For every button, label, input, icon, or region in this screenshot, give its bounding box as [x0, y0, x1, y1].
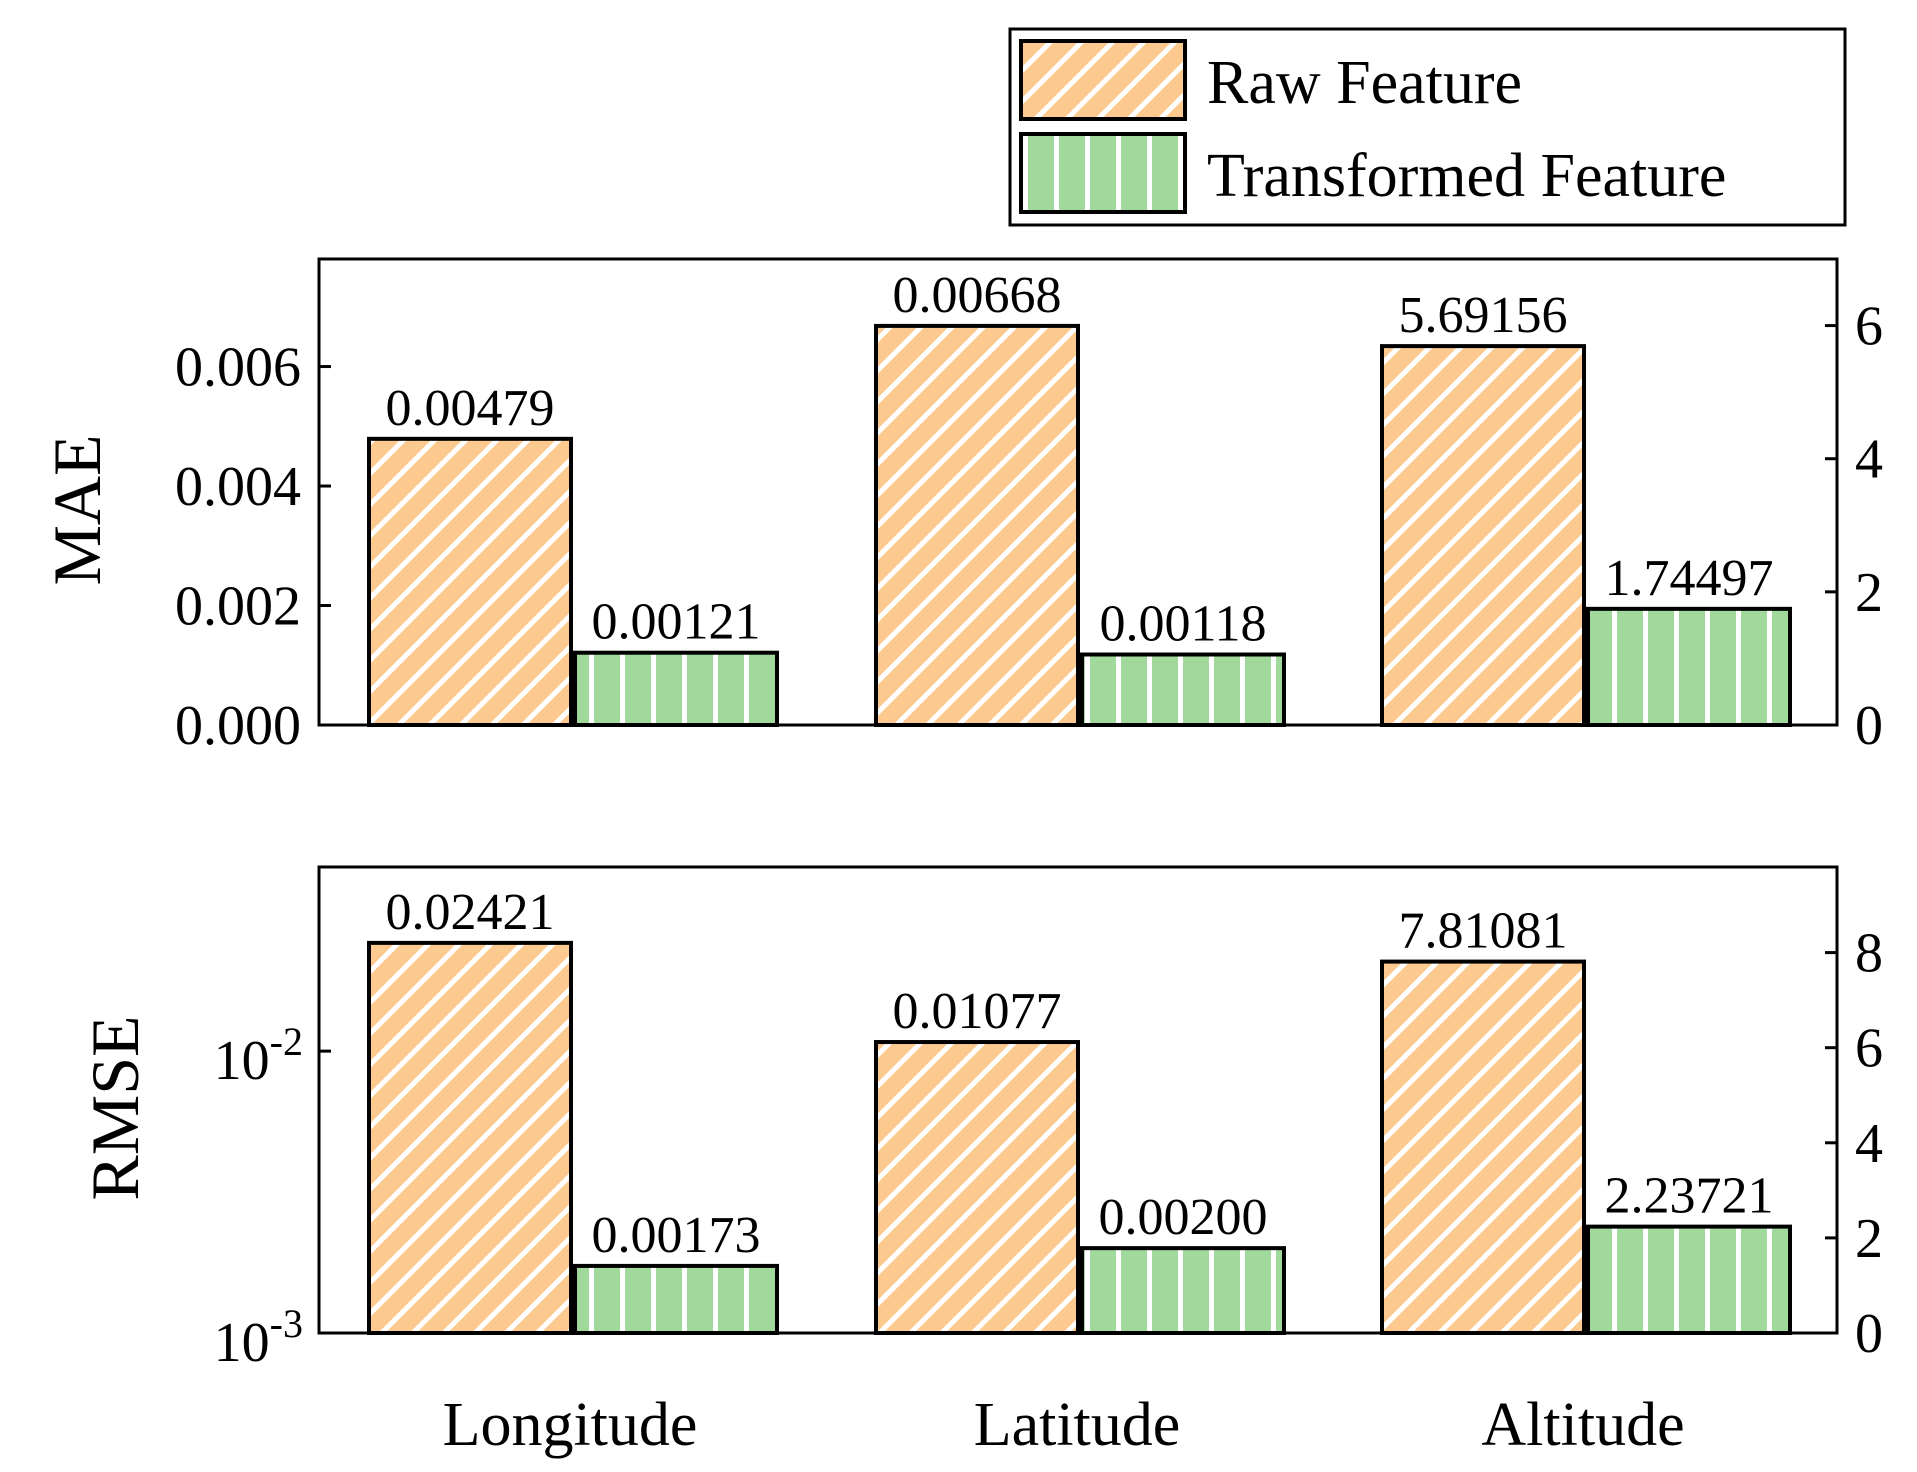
- rmse-right-tick-label: 0: [1855, 1303, 1883, 1365]
- rmse-value-label-altitude-transformed: 2.23721: [1605, 1168, 1774, 1225]
- rmse-value-label-longitude-transformed: 0.00173: [592, 1207, 761, 1264]
- rmse-right-tick-label: 6: [1855, 1018, 1883, 1080]
- rmse-right-tick-label: 2: [1855, 1208, 1883, 1270]
- mae-right-tick-label: 0: [1855, 695, 1883, 757]
- mae-bar-latitude-raw: [874, 323, 1080, 727]
- legend-swatch-transformed: [1019, 132, 1187, 214]
- category-label-altitude: Altitude: [1481, 1391, 1684, 1459]
- rmse-y-axis-label: RMSE: [77, 1015, 153, 1200]
- category-label-longitude: Longitude: [443, 1391, 698, 1459]
- mae-left-tick-label: 0.004: [175, 456, 301, 518]
- rmse-bar-longitude-transformed: [573, 1263, 779, 1335]
- rmse-value-label-latitude-raw: 0.01077: [893, 983, 1062, 1040]
- legend-swatch-raw: [1019, 39, 1187, 121]
- mae-y-axis-label: MAE: [39, 434, 115, 585]
- x-axis-categories: Longitude Latitude Altitude: [443, 1391, 1685, 1459]
- mae-value-label-altitude-raw: 5.69156: [1399, 287, 1568, 344]
- rmse-left-tick-label: 10-2: [214, 1019, 303, 1092]
- legend-label-raw: Raw Feature: [1207, 49, 1522, 117]
- rmse-bar-longitude-raw: [367, 940, 573, 1335]
- rmse-bar-altitude-transformed: [1586, 1224, 1792, 1336]
- rmse-panel: RMSE 0.02421 0.00173 0.01077 0.00200 7.81081…: [77, 865, 1883, 1374]
- rmse-bar-latitude-raw: [874, 1040, 1080, 1335]
- category-label-latitude: Latitude: [974, 1391, 1181, 1459]
- rmse-right-tick-label: 4: [1855, 1113, 1883, 1175]
- rmse-bar-altitude-raw: [1380, 959, 1586, 1335]
- mae-plot-frame: [317, 257, 1839, 727]
- mae-panel: MAE 0.00479 0.00121 0.00668 0.00118 5.69156 1…: [39, 257, 1883, 757]
- rmse-plot-frame: [317, 865, 1839, 1335]
- rmse-right-tick-label: 8: [1855, 923, 1883, 985]
- mae-value-label-longitude-raw: 0.00479: [386, 380, 555, 437]
- rmse-bar-latitude-transformed: [1080, 1246, 1286, 1336]
- mae-bar-latitude-transformed: [1080, 652, 1286, 727]
- rmse-left-tick-label: 10-3: [214, 1301, 303, 1374]
- mae-left-tick-label: 0.002: [175, 576, 301, 638]
- mae-value-label-latitude-transformed: 0.00118: [1099, 596, 1266, 653]
- mae-value-label-latitude-raw: 0.00668: [893, 267, 1062, 324]
- mae-bar-longitude-raw: [367, 436, 573, 727]
- mae-right-tick-label: 2: [1855, 562, 1883, 624]
- mae-value-label-altitude-transformed: 1.74497: [1605, 550, 1774, 607]
- legend-label-transformed: Transformed Feature: [1207, 142, 1726, 210]
- rmse-value-label-latitude-transformed: 0.00200: [1099, 1189, 1268, 1246]
- mae-right-tick-label: 4: [1855, 429, 1883, 491]
- rmse-value-label-longitude-raw: 0.02421: [386, 884, 555, 941]
- mae-bar-altitude-transformed: [1586, 606, 1792, 727]
- mae-left-tick-label: 0.006: [175, 337, 301, 399]
- rmse-value-label-altitude-raw: 7.81081: [1399, 903, 1568, 960]
- mae-bar-longitude-transformed: [573, 650, 779, 728]
- mae-left-tick-label: 0.000: [175, 695, 301, 757]
- mae-right-tick-label: 6: [1855, 296, 1883, 358]
- mae-bar-altitude-raw: [1380, 344, 1586, 727]
- legend: Raw Feature Transformed Feature: [1008, 27, 1847, 227]
- mae-value-label-longitude-transformed: 0.00121: [592, 594, 761, 651]
